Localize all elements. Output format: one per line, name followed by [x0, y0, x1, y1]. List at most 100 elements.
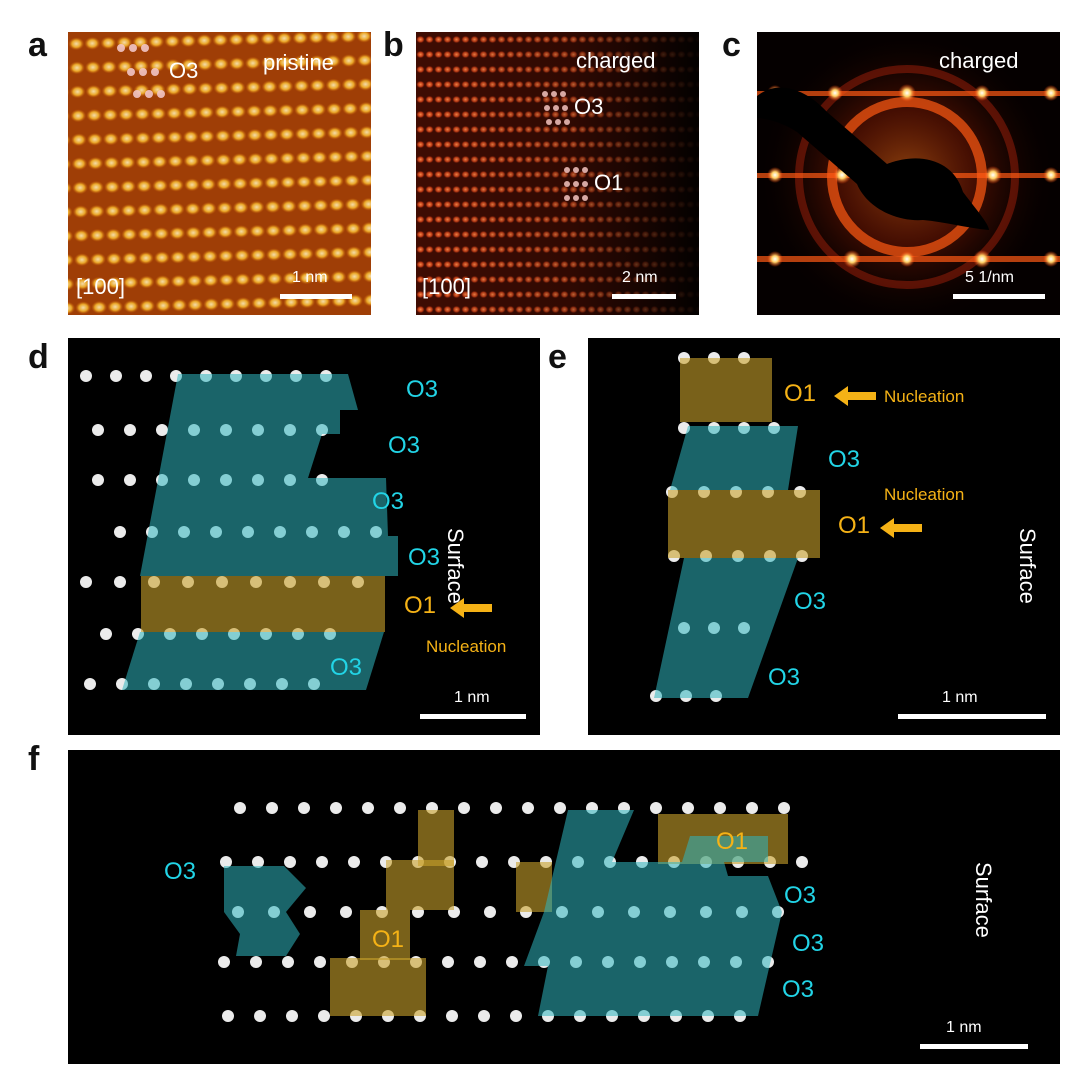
- panel-f-surface-haadf-image: O3 O1 O1 O3 O3 O3 Surface 1 nm: [68, 750, 1060, 1064]
- nucleation-label: Nucleation: [426, 637, 507, 656]
- layer-label-o3: O3: [388, 432, 421, 459]
- scale-bar-label: 1 nm: [292, 269, 328, 286]
- nucleation-arrow-icon: [834, 386, 876, 406]
- atom-column: [234, 802, 246, 814]
- atom-column: [682, 802, 694, 814]
- atom-column: [80, 576, 92, 588]
- scale-bar-label: 5 1/nm: [965, 269, 1014, 286]
- atom-column: [478, 1010, 490, 1022]
- atom-column: [140, 370, 152, 382]
- atom-column: [474, 956, 486, 968]
- scale-bar: [420, 714, 526, 719]
- nucleation-arrow-icon: [450, 598, 492, 618]
- atom-column: [282, 956, 294, 968]
- panel-a-pristine-haadf-image: O3 pristine [100] 1 nm: [68, 32, 371, 315]
- layer-label-o1: O1: [716, 828, 749, 855]
- layer-label-o1: O1: [372, 926, 405, 953]
- atom-column: [252, 856, 264, 868]
- atom-column: [330, 802, 342, 814]
- o1-domain-shading: [386, 860, 454, 910]
- o3-domain-shading: [654, 558, 798, 698]
- atom-column: [476, 856, 488, 868]
- atom-column: [458, 802, 470, 814]
- layer-label-o3: O3: [330, 654, 363, 681]
- atom-column: [156, 424, 168, 436]
- beam-stopper-shadow: [757, 87, 989, 230]
- panel-letter-a: a: [28, 26, 47, 64]
- atom-column: [266, 802, 278, 814]
- layer-label-o1: O1: [784, 380, 817, 407]
- scale-bar-label: 2 nm: [622, 269, 658, 286]
- layer-label-o3: O3: [828, 446, 861, 473]
- phase-label-o1: O1: [594, 170, 624, 195]
- layer-label-o3: O3: [408, 544, 441, 571]
- atom-column: [114, 526, 126, 538]
- atom-column: [114, 576, 126, 588]
- panel-letter-e: e: [548, 338, 567, 376]
- atom-column: [362, 802, 374, 814]
- atom-column: [490, 802, 502, 814]
- surface-label: Surface: [1015, 528, 1040, 604]
- atom-column: [218, 956, 230, 968]
- panel-letter-d: d: [28, 338, 49, 376]
- layer-label-o3: O3: [406, 376, 439, 403]
- atom-column: [554, 802, 566, 814]
- nucleation-label: Nucleation: [884, 387, 965, 406]
- condition-label: charged: [939, 48, 1019, 73]
- atom-column: [446, 1010, 458, 1022]
- layer-label-o3: O3: [794, 588, 827, 615]
- layer-label-o1: O1: [404, 592, 437, 619]
- atom-column: [348, 856, 360, 868]
- scale-bar: [280, 294, 352, 299]
- atom-column: [796, 856, 808, 868]
- scale-bar: [898, 714, 1046, 719]
- atom-column: [92, 474, 104, 486]
- o1-domain-shading: [330, 958, 426, 1016]
- o1-domain-shading: [418, 810, 454, 866]
- atom-column: [304, 906, 316, 918]
- atom-column: [484, 906, 496, 918]
- panel-d-surface-haadf-image: O3 O3 O3 O3 O1 Nucleation O3 Surface 1 n…: [68, 338, 540, 735]
- surface-label: Surface: [971, 862, 996, 938]
- o3-stacking-marker: [542, 91, 570, 125]
- atom-column: [124, 424, 136, 436]
- atom-column: [714, 802, 726, 814]
- o3-stacking-marker: [117, 44, 165, 98]
- panel-letter-f: f: [28, 740, 40, 778]
- zone-axis-label: [100]: [422, 274, 471, 299]
- atom-column: [110, 370, 122, 382]
- atom-column: [100, 628, 112, 640]
- atom-column: [314, 956, 326, 968]
- atom-column: [506, 956, 518, 968]
- scale-bar: [953, 294, 1045, 299]
- atom-column: [650, 802, 662, 814]
- o1-domain-shading: [668, 490, 820, 558]
- o1-domain-shading: [360, 910, 410, 960]
- phase-label-o3: O3: [169, 58, 199, 83]
- atom-column: [298, 802, 310, 814]
- atom-column: [510, 1010, 522, 1022]
- scale-bar-label: 1 nm: [454, 689, 490, 706]
- atom-column: [250, 956, 262, 968]
- atom-column: [84, 678, 96, 690]
- o3-domain-shading: [670, 426, 798, 490]
- panel-e-surface-haadf-image: O1 Nucleation O3 Nucleation O1 O3 O3 Sur…: [588, 338, 1060, 735]
- atom-column: [284, 856, 296, 868]
- o3-domain-shading: [224, 866, 306, 956]
- atom-column: [286, 1010, 298, 1022]
- layer-label-o3: O3: [372, 488, 405, 515]
- atom-column: [442, 956, 454, 968]
- layer-label-o3: O3: [792, 930, 825, 957]
- layer-label-o3: O3: [782, 976, 815, 1003]
- surface-label: Surface: [443, 528, 468, 604]
- atom-column: [340, 906, 352, 918]
- panel-c-electron-diffraction-pattern: charged 5 1/nm: [757, 32, 1060, 315]
- atom-column: [80, 370, 92, 382]
- atom-column: [316, 856, 328, 868]
- condition-label: charged: [576, 48, 656, 73]
- atom-column: [124, 474, 136, 486]
- scale-bar-label: 1 nm: [946, 1019, 982, 1036]
- panel-letter-c: c: [722, 26, 741, 64]
- scale-bar: [612, 294, 676, 299]
- atom-column: [254, 1010, 266, 1022]
